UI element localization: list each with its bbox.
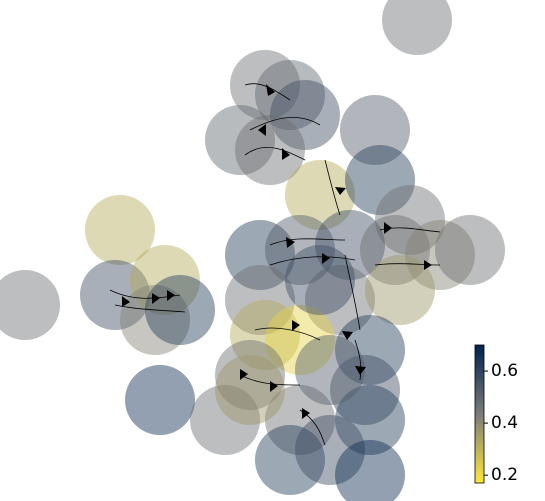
point [130, 245, 200, 315]
streamlines [109, 83, 441, 446]
point [335, 440, 405, 501]
point [295, 335, 365, 405]
point [85, 195, 155, 265]
point [360, 215, 430, 285]
point [80, 260, 150, 330]
point [405, 220, 475, 290]
point [255, 425, 325, 495]
colorbar-gradient [474, 344, 485, 484]
point [215, 340, 285, 410]
point [230, 50, 300, 120]
point [265, 385, 335, 455]
point [235, 115, 305, 185]
point [265, 305, 335, 375]
colorbar-tick-label: 0.6 [491, 361, 518, 381]
colorbar-tick-label: 0.4 [491, 413, 518, 433]
points [0, 0, 505, 501]
point [375, 185, 445, 255]
point [330, 355, 400, 425]
point [265, 215, 335, 285]
point [365, 255, 435, 325]
point [230, 300, 300, 370]
point [125, 365, 195, 435]
point [340, 95, 410, 165]
point [345, 145, 415, 215]
point [270, 80, 340, 150]
point [0, 270, 60, 340]
point [215, 355, 285, 425]
point [335, 385, 405, 455]
point [225, 265, 295, 335]
colorbar-tick-label: 0.2 [491, 465, 518, 485]
point [190, 385, 260, 455]
point [120, 285, 190, 355]
point [382, 0, 452, 55]
point [295, 415, 365, 485]
point [315, 210, 385, 280]
point [285, 160, 355, 230]
colorbar: 0.2 0.4 0.6 [474, 344, 518, 485]
point [205, 105, 275, 175]
point [435, 215, 505, 285]
point [225, 220, 295, 290]
point [255, 60, 325, 130]
point [285, 245, 355, 315]
point [145, 275, 215, 345]
